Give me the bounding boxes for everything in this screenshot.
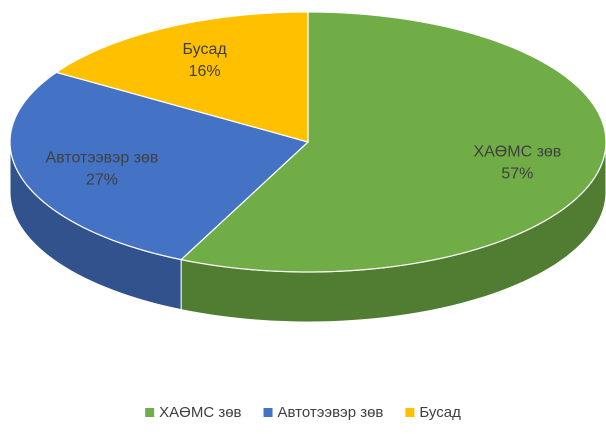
- pie-slice: [9, 71, 310, 261]
- legend-swatch: [263, 408, 273, 417]
- slice-label: ХАӨМС зөв: [473, 144, 561, 161]
- legend-label: Бусад: [419, 404, 461, 421]
- legend-label: ХАӨМС зөв: [159, 404, 241, 421]
- legend-swatch: [405, 408, 415, 417]
- slice-value: 16%: [189, 63, 221, 80]
- slice-label: Автотээвэр зөв: [45, 149, 158, 166]
- slice-value: 57%: [501, 166, 533, 183]
- slice-value: 27%: [86, 171, 118, 188]
- legend-label: Автотээвэр зөв: [278, 404, 384, 421]
- pie-slice: [54, 11, 309, 143]
- pie-slice: [179, 11, 606, 273]
- slice-label: Бусад: [183, 41, 228, 58]
- legend-swatch: [145, 408, 155, 417]
